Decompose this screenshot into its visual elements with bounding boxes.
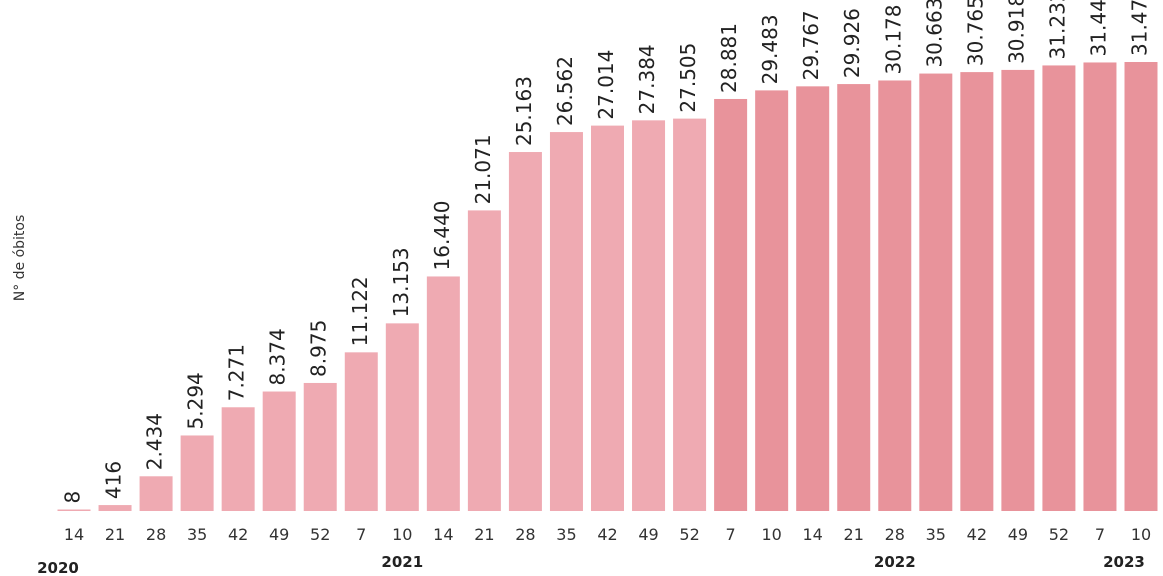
data-label: 30.178 [881, 4, 905, 74]
bar [262, 391, 296, 511]
bar [549, 132, 583, 511]
bar [139, 476, 173, 511]
y-axis-label: N° de óbitos [12, 215, 28, 302]
x-tick-label: 28 [885, 525, 905, 544]
x-tick-label: 14 [803, 525, 823, 544]
data-label: 29.767 [799, 10, 823, 80]
year-label: 2020 [37, 559, 79, 576]
bar [1042, 65, 1076, 511]
bar [632, 120, 666, 511]
bar [385, 323, 419, 511]
x-tick-label: 49 [1008, 525, 1028, 544]
data-label: 30.918 [1004, 0, 1028, 64]
x-tick-label: 21 [844, 525, 864, 544]
bar [344, 352, 378, 511]
x-tick-label: 7 [1095, 525, 1105, 544]
x-tick-label: 10 [1131, 525, 1151, 544]
data-label: 31.473 [1128, 0, 1152, 56]
year-label: 2023 [1103, 553, 1145, 571]
x-tick-label: 21 [105, 525, 125, 544]
x-tick-label: 52 [1049, 525, 1069, 544]
bar [796, 86, 830, 511]
year-label: 2021 [381, 553, 423, 571]
x-tick-label: 21 [474, 525, 494, 544]
x-tick-label: 10 [761, 525, 781, 544]
bar [467, 210, 501, 511]
bars-group [57, 62, 1158, 512]
x-tick-label: 49 [269, 525, 289, 544]
bar [303, 382, 337, 511]
year-labels-group: 2020 2021 2022 2023 [37, 553, 1145, 576]
bar [180, 435, 214, 511]
bar [508, 152, 542, 511]
x-tick-label: 52 [310, 525, 330, 544]
bar [919, 73, 953, 511]
bar [1001, 69, 1035, 512]
bar [591, 125, 624, 512]
x-tick-label: 42 [967, 525, 987, 544]
data-label: 11.122 [348, 276, 372, 346]
data-label: 31.232 [1045, 0, 1069, 59]
year-label: 2022 [874, 553, 916, 571]
x-tick-label: 49 [638, 525, 658, 544]
x-tick-label: 10 [392, 525, 412, 544]
data-label: 30.765 [963, 0, 987, 66]
bar [1083, 62, 1117, 512]
data-label: 29.926 [840, 8, 864, 78]
data-label: 27.505 [676, 43, 700, 113]
bar [98, 505, 132, 511]
data-label: 8.374 [266, 328, 290, 385]
data-label: 27.014 [594, 50, 618, 120]
data-label: 7.271 [225, 344, 249, 401]
x-tick-label: 35 [926, 525, 946, 544]
bar [426, 276, 460, 511]
data-label: 21.071 [471, 134, 495, 204]
data-label: 2.434 [143, 413, 167, 470]
data-label: 416 [102, 461, 126, 499]
x-tick-label: 28 [515, 525, 535, 544]
data-label: 25.163 [512, 76, 536, 146]
data-label: 30.663 [922, 0, 946, 68]
bar [673, 118, 707, 512]
data-label: 27.384 [635, 44, 659, 114]
data-label: 8 [61, 491, 85, 504]
x-tick-labels-group: 14 21 28 35 42 49 52 7 10 14 21 28 35 42 49 52 7 10 14 21 28… [64, 525, 1151, 544]
x-tick-label: 14 [64, 525, 84, 544]
bar [221, 407, 255, 511]
data-label: 26.562 [553, 56, 577, 126]
data-label: 5.294 [184, 372, 208, 429]
bar [960, 72, 994, 511]
x-tick-label: 7 [356, 525, 366, 544]
x-tick-label: 52 [679, 525, 699, 544]
bar [714, 98, 748, 511]
bar [57, 509, 91, 511]
data-label: 28.881 [717, 23, 741, 93]
bar [755, 90, 789, 511]
data-label: 29.483 [758, 14, 782, 84]
x-tick-label: 7 [726, 525, 736, 544]
x-tick-label: 42 [228, 525, 248, 544]
data-labels-group: 8 416 2.434 5.294 7.271 8.374 8.975 11.122 13.15… [61, 0, 1152, 504]
x-tick-label: 35 [556, 525, 576, 544]
x-tick-label: 42 [597, 525, 617, 544]
x-tick-label: 14 [433, 525, 453, 544]
x-tick-label: 35 [187, 525, 207, 544]
bar [837, 84, 871, 511]
x-tick-label: 28 [146, 525, 166, 544]
data-label: 31.441 [1086, 0, 1110, 56]
bar [878, 80, 912, 511]
data-label: 8.975 [307, 320, 331, 377]
bar [1124, 62, 1158, 511]
data-label: 13.153 [389, 247, 413, 317]
data-label: 16.440 [430, 200, 454, 270]
